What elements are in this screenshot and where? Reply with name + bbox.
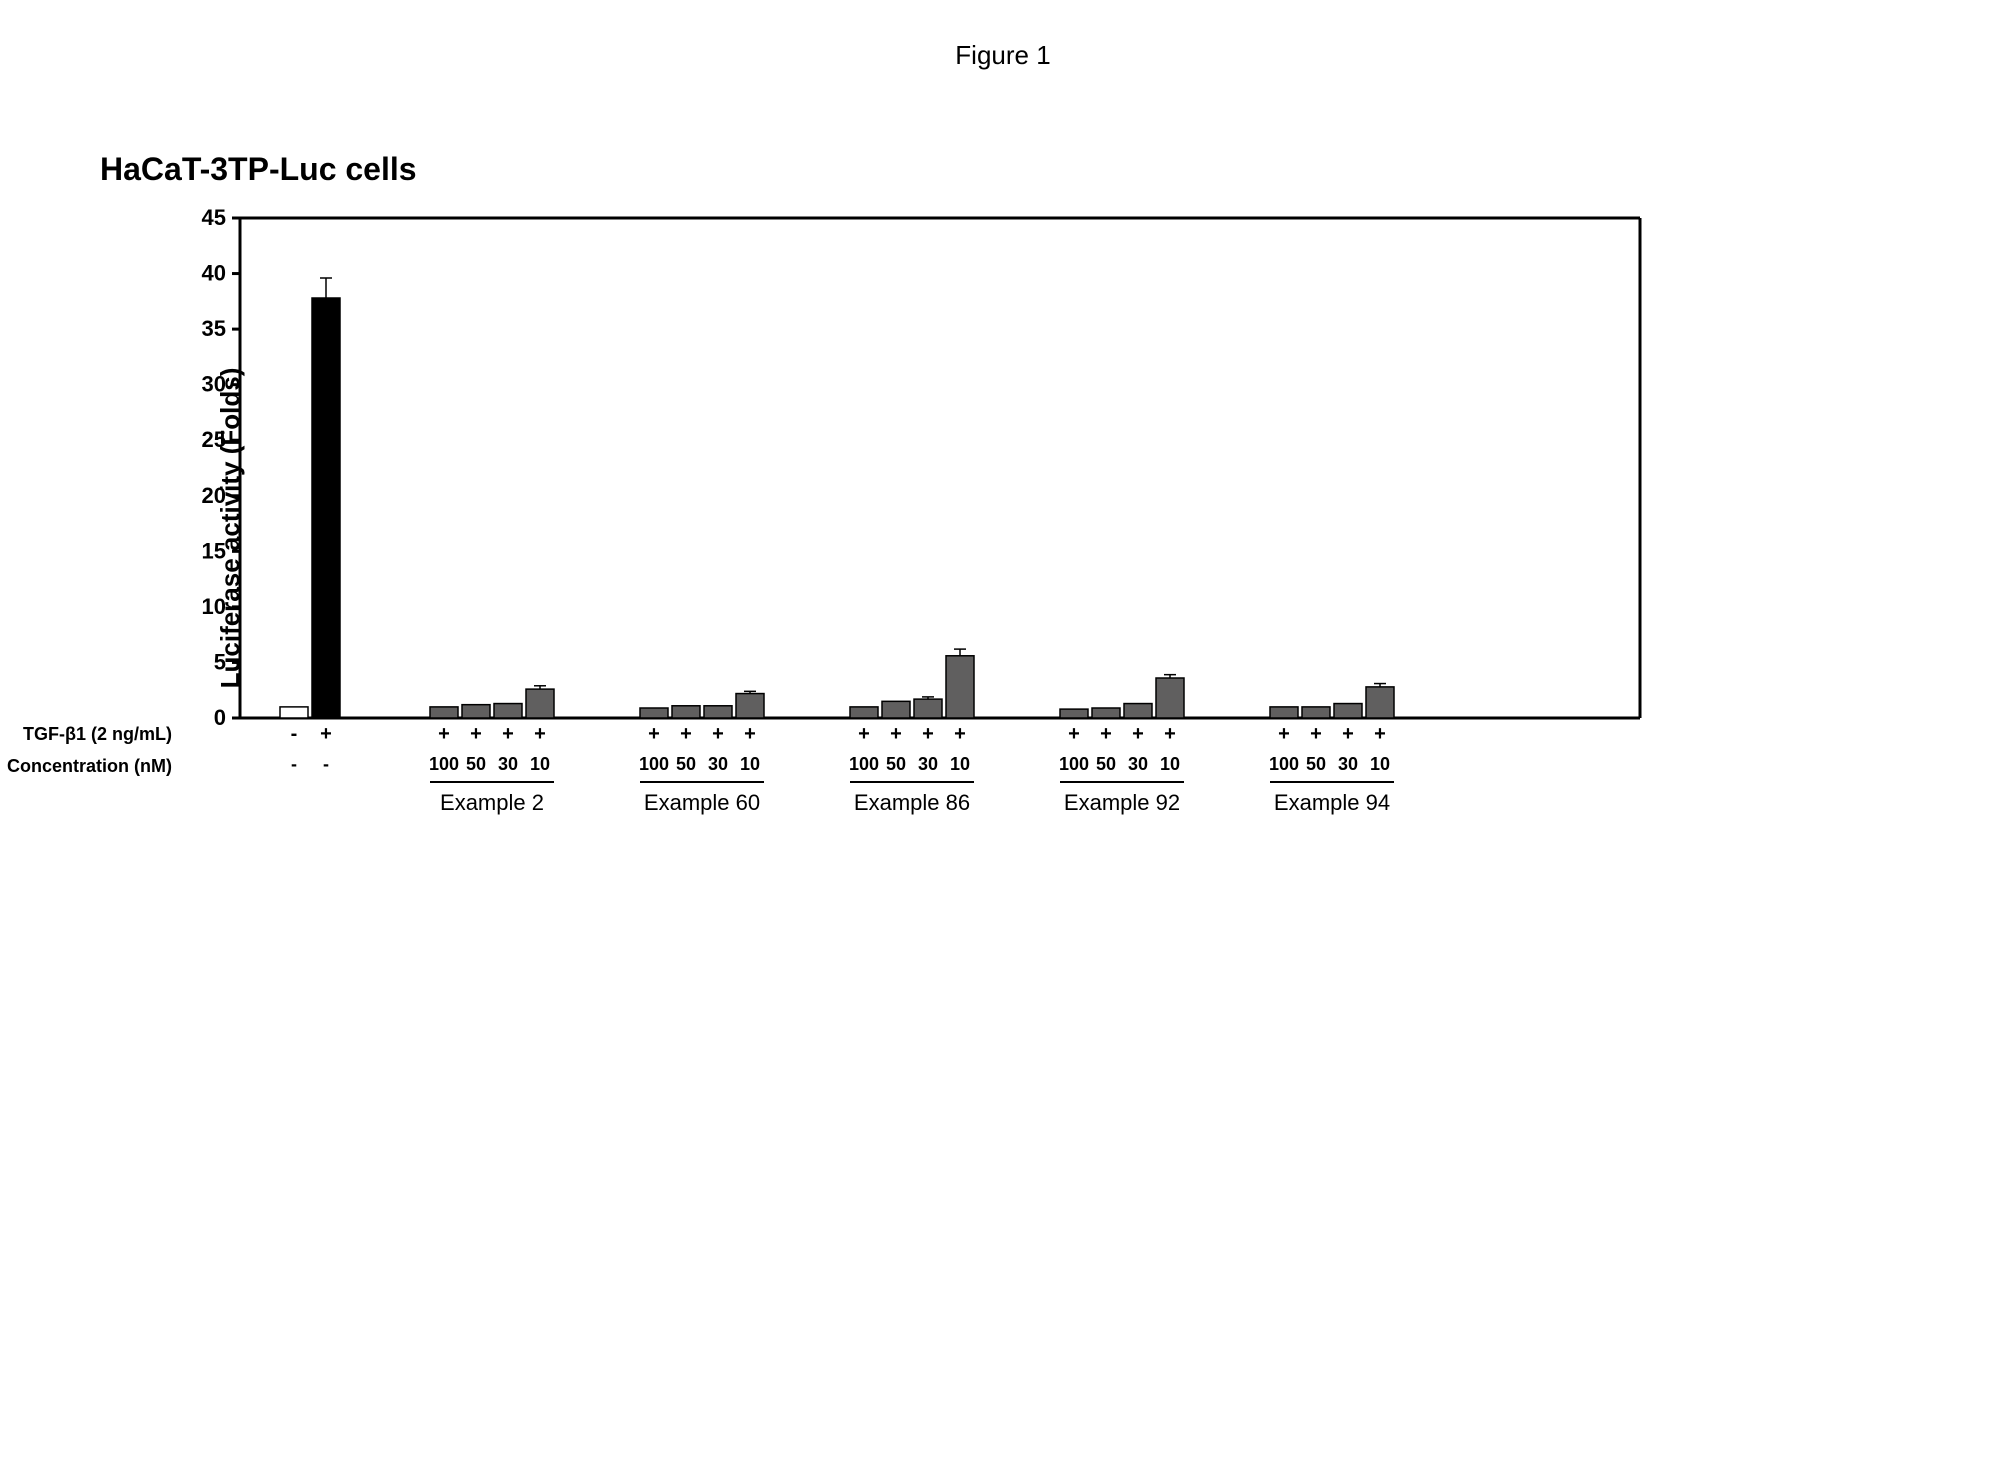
conc-mark: 50 (466, 754, 486, 774)
group-label: Example 94 (1274, 790, 1390, 815)
conc-mark: 30 (1338, 754, 1358, 774)
conc-mark: 30 (708, 754, 728, 774)
tgf-mark: + (534, 723, 546, 745)
bar (1366, 687, 1394, 718)
tgf-mark: - (291, 723, 298, 745)
conc-mark: 100 (849, 754, 879, 774)
bar (1302, 707, 1330, 718)
bar (882, 701, 910, 718)
conc-mark: 50 (886, 754, 906, 774)
svg-text:40: 40 (202, 261, 226, 286)
conc-mark: - (291, 754, 297, 774)
tgf-mark: + (744, 723, 756, 745)
bar (1060, 709, 1088, 718)
group-label: Example 92 (1064, 790, 1180, 815)
conc-mark: 50 (676, 754, 696, 774)
tgf-mark: + (502, 723, 514, 745)
tgf-mark: + (1310, 723, 1322, 745)
conc-mark: 50 (1306, 754, 1326, 774)
bar (526, 689, 554, 718)
conc-mark: 100 (429, 754, 459, 774)
conc-mark: 10 (1370, 754, 1390, 774)
bar (1156, 678, 1184, 718)
tgf-mark: + (1374, 723, 1386, 745)
svg-text:35: 35 (202, 316, 226, 341)
conc-mark: 10 (740, 754, 760, 774)
bar (462, 705, 490, 718)
conc-mark: 100 (639, 754, 669, 774)
tgf-mark: + (470, 723, 482, 745)
tgf-mark: + (890, 723, 902, 745)
bar-chart: 051015202530354045-+++++++++++++++++++++… (180, 208, 1650, 848)
tgf-mark: + (922, 723, 934, 745)
tgf-mark: + (712, 723, 724, 745)
bar (1334, 704, 1362, 718)
conc-mark: 10 (530, 754, 550, 774)
bar (280, 707, 308, 718)
group-label: Example 60 (644, 790, 760, 815)
tgf-mark: + (1342, 723, 1354, 745)
tgf-mark: + (954, 723, 966, 745)
conc-row-label: Concentration (nM) (7, 756, 172, 777)
bar (312, 298, 340, 718)
tgf-mark: + (1164, 723, 1176, 745)
tgf-mark: + (858, 723, 870, 745)
conc-mark: 30 (498, 754, 518, 774)
bar (672, 706, 700, 718)
bar (640, 708, 668, 718)
conc-mark: 10 (1160, 754, 1180, 774)
bar (1124, 704, 1152, 718)
tgf-mark: + (438, 723, 450, 745)
conc-mark: 100 (1269, 754, 1299, 774)
group-label: Example 86 (854, 790, 970, 815)
bar (946, 656, 974, 718)
bar (430, 707, 458, 718)
tgf-row-label: TGF-β1 (2 ng/mL) (23, 724, 172, 745)
bar (704, 706, 732, 718)
conc-mark: 30 (918, 754, 938, 774)
bar (1092, 708, 1120, 718)
svg-text:45: 45 (202, 208, 226, 230)
tgf-mark: + (1132, 723, 1144, 745)
conc-mark: - (323, 754, 329, 774)
tgf-mark: + (648, 723, 660, 745)
bar (1270, 707, 1298, 718)
tgf-mark: + (1278, 723, 1290, 745)
bar (850, 707, 878, 718)
conc-mark: 100 (1059, 754, 1089, 774)
bar (736, 694, 764, 718)
bar (494, 704, 522, 718)
bar (914, 699, 942, 718)
chart-container: Luciferase activity (Folds) 051015202530… (180, 208, 1966, 848)
conc-mark: 30 (1128, 754, 1148, 774)
figure-label: Figure 1 (40, 40, 1966, 71)
conc-mark: 50 (1096, 754, 1116, 774)
tgf-mark: + (320, 723, 332, 745)
chart-title: HaCaT-3TP-Luc cells (100, 151, 1966, 188)
tgf-mark: + (1100, 723, 1112, 745)
y-axis-label: Luciferase activity (Folds) (215, 368, 246, 689)
tgf-mark: + (680, 723, 692, 745)
tgf-mark: + (1068, 723, 1080, 745)
group-label: Example 2 (440, 790, 544, 815)
svg-text:0: 0 (214, 705, 226, 730)
conc-mark: 10 (950, 754, 970, 774)
